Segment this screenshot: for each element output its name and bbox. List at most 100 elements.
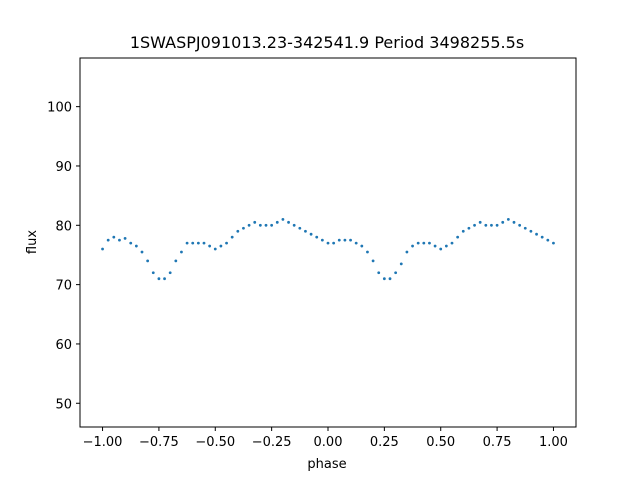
- data-point: [484, 223, 488, 227]
- data-point: [315, 235, 319, 239]
- y-tick-label: 80: [55, 219, 72, 234]
- x-tick-label: −0.25: [252, 435, 292, 450]
- data-point: [394, 271, 398, 275]
- data-point: [304, 229, 307, 233]
- data-point: [495, 223, 499, 227]
- data-point: [191, 241, 195, 245]
- data-point: [439, 247, 443, 251]
- data-point: [219, 244, 223, 248]
- data-point: [450, 241, 454, 245]
- data-point: [546, 238, 550, 242]
- data-point: [258, 223, 262, 227]
- y-tick-label: 60: [55, 338, 72, 353]
- data-point: [428, 241, 431, 245]
- x-tick-label: 0.25: [370, 435, 399, 450]
- data-point: [512, 220, 516, 224]
- data-point: [118, 238, 121, 242]
- data-point: [157, 277, 161, 281]
- data-point: [523, 226, 527, 230]
- data-point: [281, 217, 285, 221]
- data-point: [253, 220, 257, 224]
- data-point: [163, 277, 166, 281]
- data-point: [326, 241, 330, 245]
- x-tick-label: 0.50: [426, 435, 455, 450]
- data-point: [433, 244, 437, 248]
- data-point: [168, 271, 172, 275]
- y-axis: 50 60 70 80 90 100: [47, 101, 80, 412]
- data-point: [230, 235, 234, 239]
- data-point: [275, 220, 279, 224]
- data-point: [264, 223, 268, 227]
- data-point: [236, 229, 240, 233]
- data-points: [101, 217, 555, 281]
- data-point: [287, 220, 290, 224]
- data-point: [320, 238, 324, 242]
- y-tick-label: 70: [55, 279, 72, 294]
- x-tick-label: −0.75: [139, 435, 179, 450]
- x-tick-label: −0.50: [195, 435, 235, 450]
- data-point: [185, 241, 189, 245]
- data-point: [467, 226, 471, 230]
- y-axis-label: flux: [25, 230, 40, 254]
- data-point: [112, 235, 116, 239]
- data-point: [337, 238, 341, 242]
- data-point: [298, 226, 302, 230]
- data-point: [180, 250, 183, 254]
- data-point: [552, 241, 555, 245]
- x-axis: −1.00 −0.75 −0.50 −0.25 0.00 0.25 0.50 0.75 1.00: [83, 427, 568, 450]
- data-point: [377, 271, 381, 275]
- data-point: [247, 223, 251, 227]
- data-point: [535, 232, 538, 236]
- data-point: [540, 235, 544, 239]
- data-point: [309, 232, 313, 236]
- data-point: [473, 223, 476, 227]
- data-point: [405, 250, 409, 254]
- data-point: [388, 277, 392, 281]
- data-point: [213, 247, 217, 251]
- data-point: [371, 259, 375, 263]
- data-point: [490, 223, 493, 227]
- x-tick-label: 0.00: [314, 435, 343, 450]
- data-point: [366, 250, 369, 254]
- data-point: [106, 238, 110, 242]
- data-point: [456, 235, 460, 239]
- data-point: [129, 241, 133, 245]
- data-point: [461, 229, 465, 233]
- data-point: [411, 244, 414, 248]
- data-point: [292, 223, 296, 227]
- data-point: [529, 229, 533, 233]
- data-point: [501, 220, 505, 224]
- data-point: [270, 223, 274, 227]
- data-point: [422, 241, 426, 245]
- data-point: [506, 217, 510, 221]
- data-point: [332, 241, 336, 245]
- y-tick-label: 90: [55, 160, 72, 175]
- data-point: [208, 244, 212, 248]
- x-tick-label: 1.00: [539, 435, 568, 450]
- data-point: [444, 244, 448, 248]
- data-point: [354, 241, 358, 245]
- y-tick-label: 100: [47, 101, 72, 116]
- data-point: [416, 241, 420, 245]
- y-tick-label: 50: [55, 397, 72, 412]
- data-point: [382, 277, 386, 281]
- data-point: [360, 244, 364, 248]
- data-point: [478, 220, 482, 224]
- x-axis-label: phase: [307, 457, 346, 472]
- data-point: [140, 250, 144, 254]
- data-point: [202, 241, 206, 245]
- data-point: [343, 238, 347, 242]
- data-point: [242, 226, 245, 230]
- data-point: [123, 236, 127, 240]
- data-point: [225, 241, 228, 245]
- data-point: [101, 247, 104, 251]
- data-point: [151, 271, 155, 275]
- data-point: [146, 259, 150, 263]
- data-point: [196, 241, 200, 245]
- x-tick-label: −1.00: [83, 435, 123, 450]
- data-point: [174, 259, 178, 263]
- chart-title: 1SWASPJ091013.23-342541.9 Period 3498255…: [130, 33, 524, 52]
- data-point: [399, 262, 403, 266]
- data-point: [349, 238, 352, 242]
